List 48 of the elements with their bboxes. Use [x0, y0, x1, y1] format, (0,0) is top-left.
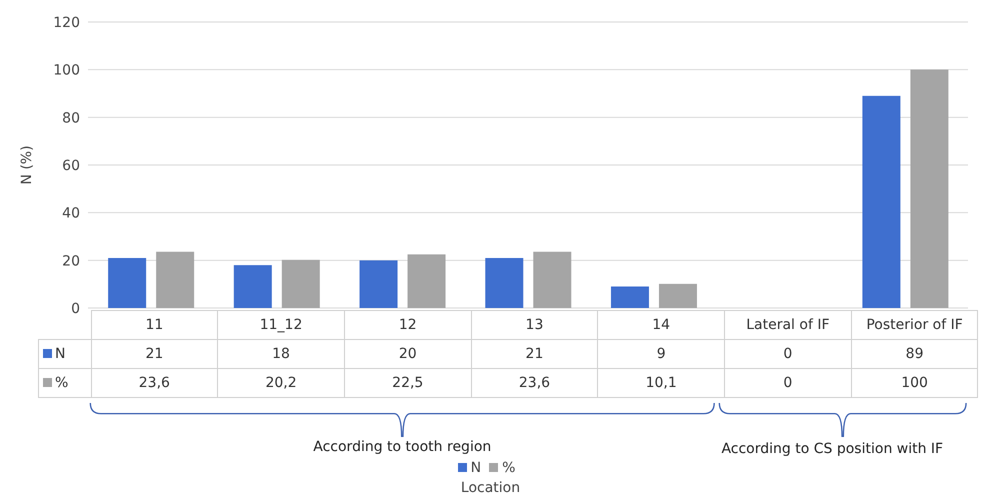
- bar: [862, 96, 900, 308]
- data-label: 23,6: [91, 368, 218, 398]
- legend-label: %: [38, 368, 91, 398]
- bar: [156, 252, 194, 308]
- y-tick-label: 0: [71, 300, 80, 317]
- y-tick-label: 60: [62, 158, 80, 174]
- data-label: 9: [598, 340, 725, 368]
- x-tick-label: 14: [598, 310, 725, 340]
- x-tick-label: Posterior of IF: [851, 310, 978, 340]
- x-tick-label: 13: [471, 310, 598, 340]
- y-axis-title: N (%): [18, 145, 35, 185]
- data-label: 100: [851, 368, 978, 398]
- x-tick-label: 11: [91, 310, 218, 340]
- data-label: 21: [91, 340, 218, 368]
- bar: [360, 260, 398, 308]
- data-label: 0: [724, 340, 852, 368]
- data-label: 22,5: [344, 368, 472, 398]
- bar: [408, 254, 446, 308]
- bar: [485, 258, 524, 308]
- data-label: 21: [471, 340, 598, 368]
- data-label: 20,2: [218, 368, 344, 398]
- data-label: 18: [218, 340, 344, 368]
- y-tick-label: 80: [62, 110, 80, 126]
- text: %: [502, 460, 516, 476]
- x-tick-label: 12: [344, 310, 472, 340]
- y-tick-label: 20: [62, 253, 80, 270]
- data-label: 89: [851, 340, 978, 368]
- bar: [533, 252, 572, 308]
- data-label: 10,1: [598, 368, 725, 398]
- bar: [658, 284, 697, 308]
- text: Location: [460, 480, 522, 496]
- bar: [910, 70, 948, 308]
- text: According to CS position with IF: [720, 441, 944, 457]
- bar: [610, 286, 649, 308]
- text: N: [470, 460, 482, 476]
- x-tick-label: 11_12: [218, 310, 344, 340]
- y-tick-label: 120: [53, 14, 80, 31]
- data-label: 20: [344, 340, 472, 368]
- text: According to tooth region: [312, 439, 492, 455]
- bar: [282, 260, 320, 308]
- bar: [108, 258, 146, 308]
- y-tick-label: 100: [53, 62, 80, 79]
- x-tick-label: Lateral of IF: [724, 310, 852, 340]
- data-label: 0: [724, 368, 852, 398]
- data-label: 23,6: [471, 368, 598, 398]
- y-tick-label: 40: [62, 206, 80, 222]
- legend-label: N: [38, 340, 91, 368]
- bar: [234, 265, 272, 308]
